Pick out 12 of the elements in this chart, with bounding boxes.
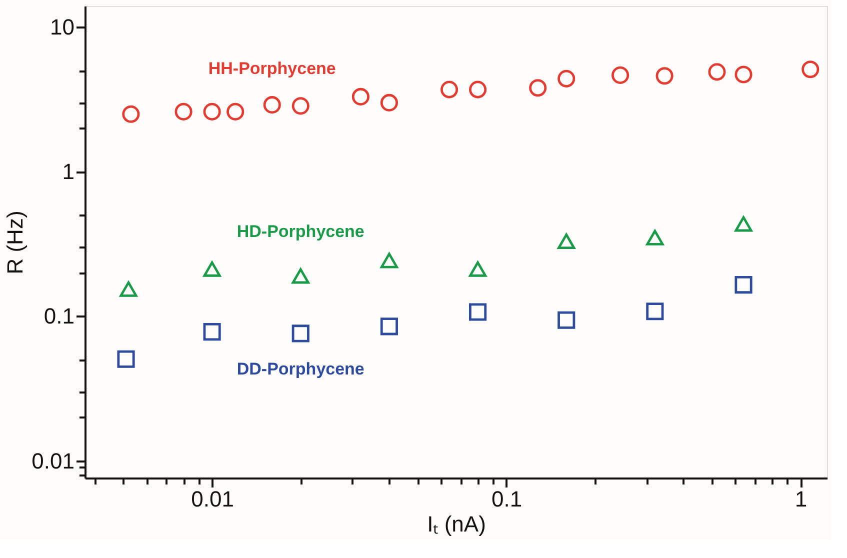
series-label: HD-Porphycene <box>236 222 364 241</box>
y-tick-label: 0.01 <box>32 448 74 474</box>
x-tick-label: 0.01 <box>191 486 234 512</box>
y-tick-label: 0.1 <box>44 304 74 329</box>
y-tick-label: 1 <box>62 159 74 184</box>
series-label: HH-Porphycene <box>208 58 336 78</box>
y-axis-title: R (Hz) <box>2 210 28 274</box>
x-tick-label: 1 <box>794 486 808 512</box>
series-label: DD-Porphycene <box>236 359 364 378</box>
x-tick-label: 0.1 <box>492 486 522 512</box>
x-axis-title: Iₜ (nA) <box>427 512 486 536</box>
y-tick-label: 10 <box>50 14 74 40</box>
